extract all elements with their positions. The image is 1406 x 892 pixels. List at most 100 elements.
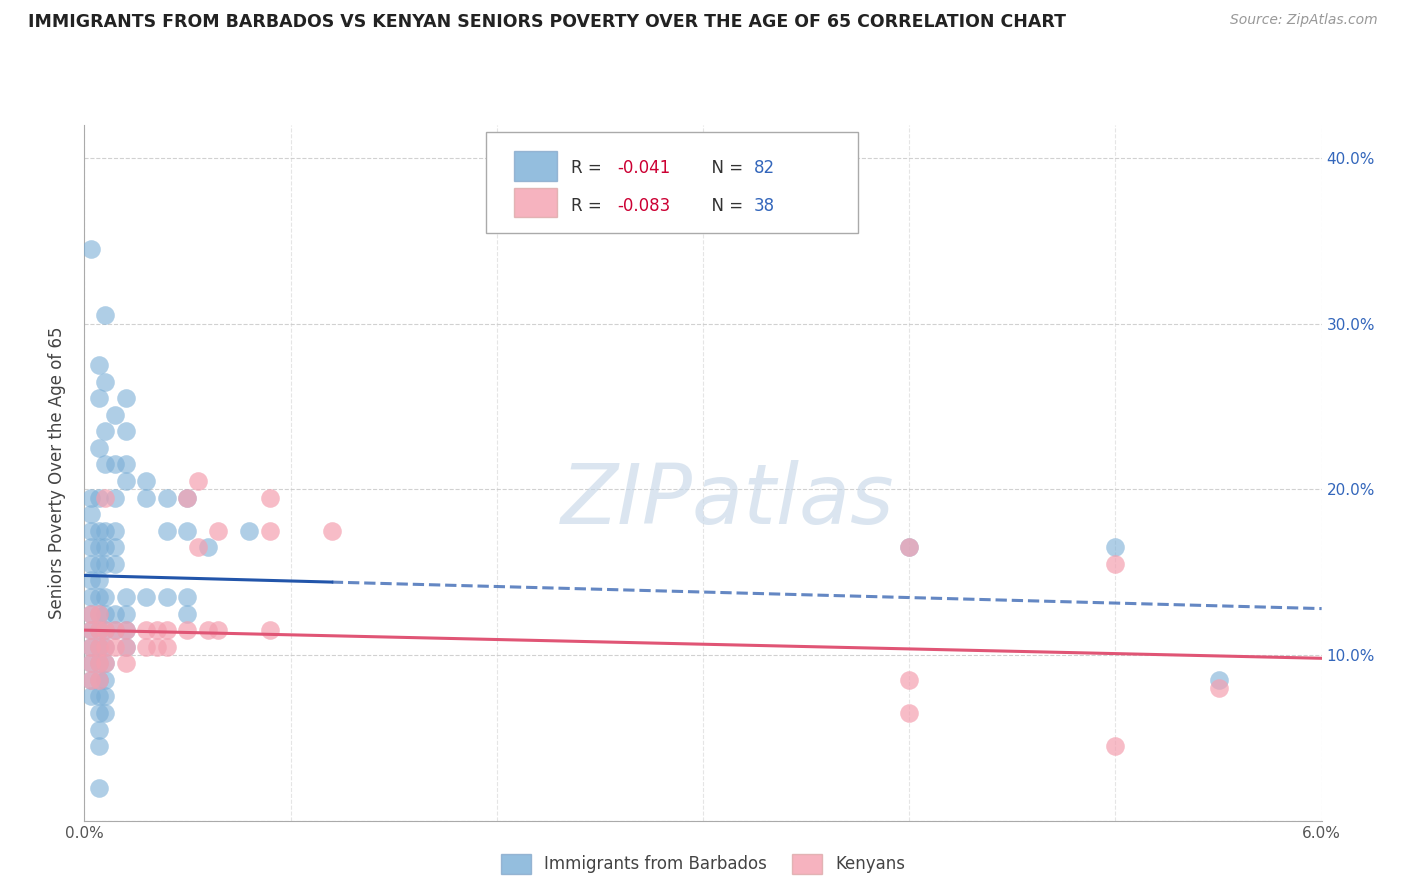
- Point: [207, 623, 229, 637]
- Point: [135, 491, 157, 505]
- Text: N =: N =: [700, 197, 748, 215]
- Point: [94, 491, 117, 505]
- Point: [79, 541, 101, 555]
- Text: ZIPatlas: ZIPatlas: [561, 460, 894, 541]
- Point: [259, 491, 281, 505]
- Point: [79, 607, 101, 621]
- Point: [79, 673, 101, 687]
- Point: [135, 590, 157, 604]
- Text: -0.041: -0.041: [617, 159, 671, 177]
- Point: [87, 640, 110, 654]
- Point: [87, 706, 110, 720]
- Point: [94, 458, 117, 472]
- Text: Source: ZipAtlas.com: Source: ZipAtlas.com: [1230, 13, 1378, 28]
- Point: [87, 524, 110, 538]
- Point: [79, 557, 101, 571]
- FancyBboxPatch shape: [486, 132, 858, 233]
- Point: [87, 607, 110, 621]
- Point: [156, 640, 179, 654]
- Point: [135, 640, 157, 654]
- Point: [87, 557, 110, 571]
- Point: [104, 458, 127, 472]
- Point: [176, 607, 198, 621]
- Point: [1208, 681, 1230, 695]
- Point: [898, 541, 921, 555]
- Point: [1104, 541, 1126, 555]
- Point: [145, 623, 167, 637]
- Point: [87, 657, 110, 671]
- Point: [176, 524, 198, 538]
- Point: [1208, 673, 1230, 687]
- Point: [114, 657, 136, 671]
- FancyBboxPatch shape: [513, 188, 557, 218]
- Point: [104, 524, 127, 538]
- Point: [87, 541, 110, 555]
- Point: [94, 375, 117, 389]
- Point: [79, 524, 101, 538]
- Point: [321, 524, 343, 538]
- Point: [94, 590, 117, 604]
- Text: 38: 38: [754, 197, 775, 215]
- Point: [135, 623, 157, 637]
- Point: [87, 441, 110, 455]
- Point: [79, 607, 101, 621]
- Point: [79, 590, 101, 604]
- Point: [238, 524, 260, 538]
- Legend: Immigrants from Barbados, Kenyans: Immigrants from Barbados, Kenyans: [492, 846, 914, 882]
- Point: [156, 590, 179, 604]
- Point: [94, 541, 117, 555]
- Point: [114, 590, 136, 604]
- Point: [898, 706, 921, 720]
- Point: [94, 607, 117, 621]
- Point: [114, 474, 136, 488]
- Point: [135, 474, 157, 488]
- Point: [898, 541, 921, 555]
- Point: [104, 623, 127, 637]
- Point: [145, 640, 167, 654]
- Point: [79, 574, 101, 588]
- Point: [79, 623, 101, 637]
- Point: [156, 491, 179, 505]
- Point: [94, 706, 117, 720]
- Point: [87, 640, 110, 654]
- Point: [114, 607, 136, 621]
- Point: [104, 623, 127, 637]
- Point: [259, 623, 281, 637]
- Point: [1104, 739, 1126, 753]
- Point: [114, 623, 136, 637]
- Point: [79, 690, 101, 704]
- Point: [79, 640, 101, 654]
- Point: [1104, 557, 1126, 571]
- Point: [176, 623, 198, 637]
- Text: R =: R =: [571, 197, 606, 215]
- Point: [176, 590, 198, 604]
- Point: [176, 491, 198, 505]
- Point: [197, 623, 219, 637]
- Point: [87, 723, 110, 737]
- Point: [87, 590, 110, 604]
- Point: [79, 623, 101, 637]
- Point: [156, 524, 179, 538]
- Point: [87, 780, 110, 795]
- Text: -0.083: -0.083: [617, 197, 671, 215]
- Point: [94, 425, 117, 439]
- Point: [79, 673, 101, 687]
- Point: [114, 458, 136, 472]
- Point: [94, 623, 117, 637]
- Point: [898, 673, 921, 687]
- Point: [114, 640, 136, 654]
- Point: [94, 640, 117, 654]
- Point: [79, 491, 101, 505]
- Point: [94, 673, 117, 687]
- Text: R =: R =: [571, 159, 606, 177]
- Point: [87, 739, 110, 753]
- Point: [79, 242, 101, 256]
- FancyBboxPatch shape: [513, 152, 557, 180]
- Point: [104, 541, 127, 555]
- Point: [79, 640, 101, 654]
- Point: [104, 557, 127, 571]
- Point: [87, 623, 110, 637]
- Point: [114, 425, 136, 439]
- Point: [87, 657, 110, 671]
- Point: [87, 673, 110, 687]
